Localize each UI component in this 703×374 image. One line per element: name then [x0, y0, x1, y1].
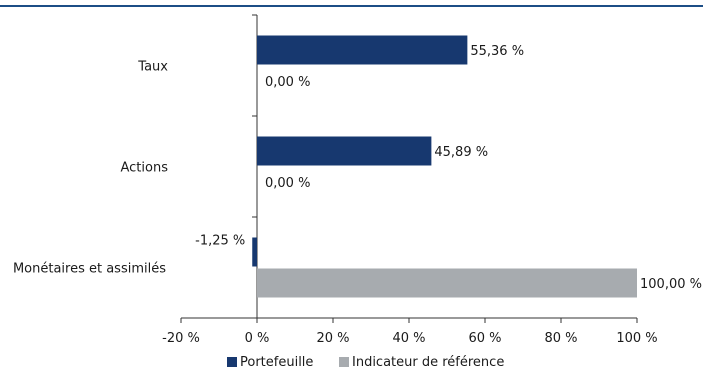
data-label: 0,00 %: [265, 75, 310, 90]
top-rule: [0, 5, 703, 7]
x-tick-label: 100 %: [616, 331, 657, 346]
data-label: 55,36 %: [470, 44, 524, 59]
x-tick-label: -20 %: [162, 331, 200, 346]
bar-portefeuille: [257, 35, 468, 65]
category-label: Taux: [137, 60, 168, 75]
legend-swatch-portefeuille: [227, 357, 237, 367]
data-label: 100,00 %: [640, 277, 702, 292]
x-tick-label: 80 %: [544, 331, 577, 346]
bar-portefeuille: [257, 136, 432, 166]
data-label: 45,89 %: [434, 145, 488, 160]
legend-label-portefeuille: Portefeuille: [240, 355, 314, 370]
legend-item-portefeuille: Portefeuille: [227, 355, 313, 370]
data-label: -1,25 %: [195, 234, 245, 249]
category-label: Actions: [121, 161, 169, 176]
data-label: 0,00 %: [265, 176, 310, 191]
category-label: Monétaires et assimilés: [13, 262, 166, 277]
x-tick-label: 20 %: [316, 331, 349, 346]
bar-indicateur: [257, 268, 637, 298]
legend-label-indicateur: Indicateur de référence: [352, 355, 505, 370]
x-tick-label: 60 %: [468, 331, 501, 346]
x-tick-label: 40 %: [392, 331, 425, 346]
x-tick-label: 0 %: [245, 331, 270, 346]
legend-swatch-indicateur: [339, 357, 349, 367]
legend: Portefeuille Indicateur de référence: [0, 355, 703, 373]
bar-portefeuille: [252, 237, 257, 267]
legend-item-indicateur: Indicateur de référence: [339, 355, 504, 370]
